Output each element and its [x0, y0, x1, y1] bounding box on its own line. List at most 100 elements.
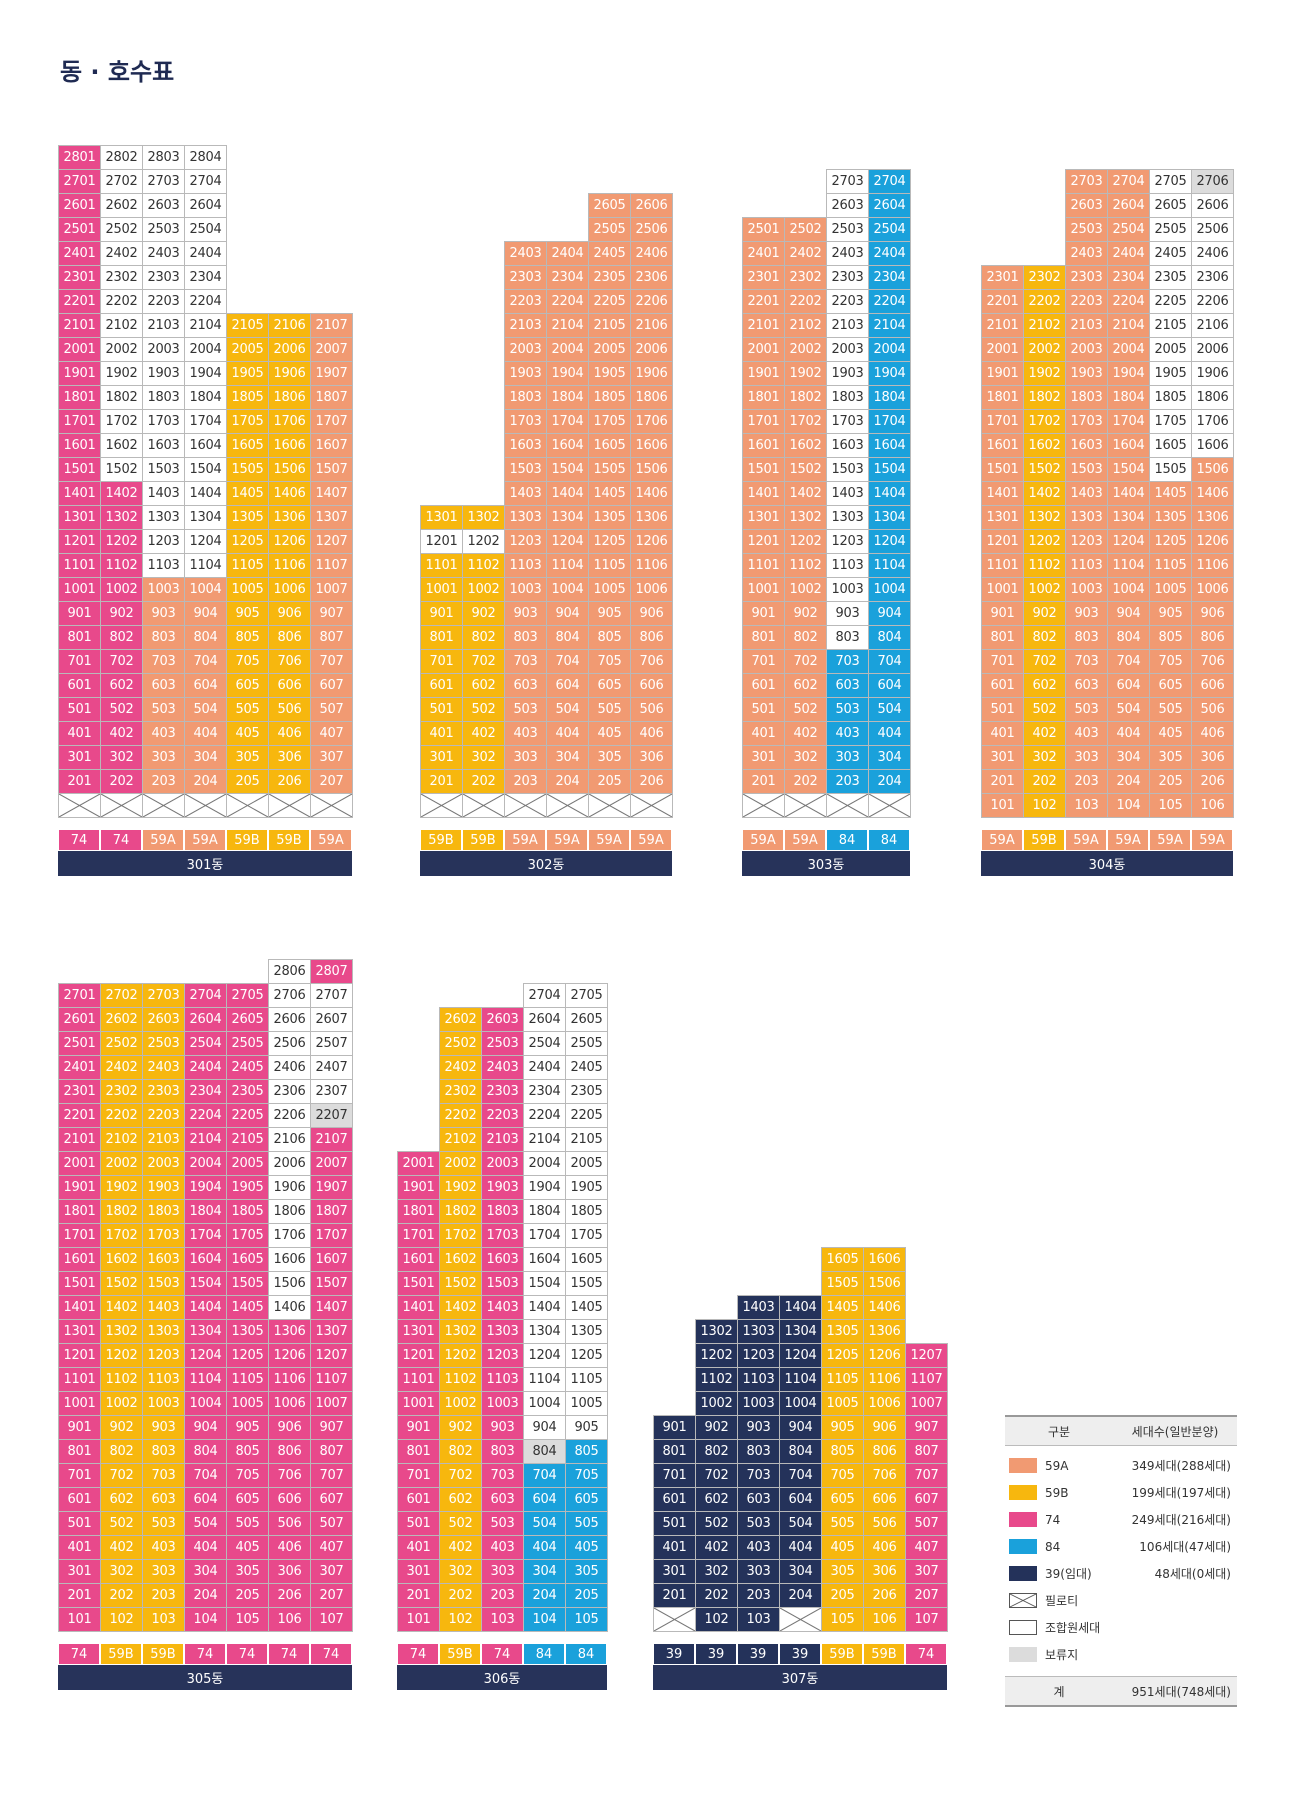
unit-cell: 405	[588, 721, 631, 746]
unit-cell: 2104	[184, 313, 227, 338]
unit-cell: 1901	[981, 361, 1024, 386]
unit-cell: 1802	[1023, 385, 1066, 410]
unit-cell: 1904	[1107, 361, 1150, 386]
unit-cell: 2103	[504, 313, 547, 338]
unit-cell: 2605	[226, 1007, 269, 1032]
unit-cell: 2601	[58, 193, 101, 218]
unit-cell: 2004	[868, 337, 911, 362]
unit-cell: 207	[310, 769, 353, 794]
unit-cell: 1804	[868, 385, 911, 410]
unit-cell: 1207	[310, 529, 353, 554]
legend-row: 조합원세대	[1005, 1614, 1237, 1641]
unit-cell: 1801	[742, 385, 785, 410]
unit-cell: 506	[268, 1511, 311, 1536]
unit-cell: 503	[826, 697, 869, 722]
unit-cell: 1804	[1107, 385, 1150, 410]
unit-cell: 1103	[142, 553, 185, 578]
unit-cell: 207	[310, 1583, 353, 1608]
unit-cell: 2007	[310, 1151, 353, 1176]
legend-row: 보류지	[1005, 1641, 1237, 1668]
unit-cell: 1105	[226, 1367, 269, 1392]
unit-cell: 1101	[742, 553, 785, 578]
unit-cell: 201	[58, 769, 101, 794]
unit-cell: 301	[981, 745, 1024, 770]
unit-cell: 602	[100, 1487, 143, 1512]
unit-cell: 2702	[100, 169, 143, 194]
legend-type: 39(임대)	[1005, 1565, 1113, 1582]
unit-cell: 1602	[439, 1247, 482, 1272]
unit-cell: 1306	[268, 505, 311, 530]
unit-cell: 2401	[742, 241, 785, 266]
unit-cell: 2505	[226, 1031, 269, 1056]
unit-cell: 404	[184, 1535, 227, 1560]
unit-cell: 905	[226, 1415, 269, 1440]
unit-cell: 2406	[630, 241, 673, 266]
unit-cell: 1805	[565, 1199, 608, 1224]
unit-cell: 2004	[184, 337, 227, 362]
unit-cell: 801	[420, 625, 463, 650]
unit-cell: 502	[1023, 697, 1066, 722]
unit-cell: 501	[653, 1511, 696, 1536]
unit-cell: 1207	[310, 1343, 353, 1368]
unit-cell: 2304	[184, 1079, 227, 1104]
legend-swatch	[1009, 1620, 1037, 1635]
unit-cell: 304	[779, 1559, 822, 1584]
unit-cell: 2103	[142, 1127, 185, 1152]
unit-cell: 303	[504, 745, 547, 770]
unit-cell: 802	[695, 1439, 738, 1464]
unit-cell: 2704	[868, 169, 911, 194]
unit-cell: 701	[981, 649, 1024, 674]
unit-cell: 607	[310, 1487, 353, 1512]
unit-cell: 603	[142, 1487, 185, 1512]
unit-cell: 1401	[58, 1295, 101, 1320]
unit-cell: 2002	[784, 337, 827, 362]
unit-cell: 1801	[397, 1199, 440, 1224]
unit-cell: 2704	[184, 169, 227, 194]
unit-cell: 2303	[826, 265, 869, 290]
unit-cell: 701	[653, 1463, 696, 1488]
unit-cell: 2005	[588, 337, 631, 362]
unit-cell: 1603	[504, 433, 547, 458]
legend-label: 보류지	[1045, 1648, 1079, 1662]
unit-cell: 302	[100, 745, 143, 770]
unit-cell: 1103	[504, 553, 547, 578]
unit-type-label: 84	[826, 829, 868, 851]
unit-cell: 2502	[100, 1031, 143, 1056]
unit-cell: 505	[821, 1511, 864, 1536]
unit-cell: 1704	[868, 409, 911, 434]
unit-cell: 1204	[184, 1343, 227, 1368]
unit-cell: 705	[226, 1463, 269, 1488]
unit-cell: 203	[504, 769, 547, 794]
unit-cell: 502	[462, 697, 505, 722]
unit-cell: 1505	[226, 1271, 269, 1296]
unit-cell: 703	[142, 649, 185, 674]
unit-cell: 204	[546, 769, 589, 794]
unit-cell: 1201	[742, 529, 785, 554]
unit-cell: 1302	[100, 505, 143, 530]
unit-cell: 304	[1107, 745, 1150, 770]
unit-cell: 801	[58, 625, 101, 650]
unit-cell: 1004	[1107, 577, 1150, 602]
unit-cell: 507	[310, 697, 353, 722]
unit-cell: 305	[1149, 745, 1192, 770]
unit-cell: 1101	[58, 553, 101, 578]
unit-cell: 2004	[523, 1151, 566, 1176]
unit-cell: 702	[784, 649, 827, 674]
unit-cell: 306	[863, 1559, 906, 1584]
unit-cell: 2603	[826, 193, 869, 218]
unit-cell: 902	[100, 601, 143, 626]
unit-cell: 301	[58, 745, 101, 770]
unit-cell: 1501	[58, 1271, 101, 1296]
unit-cell: 1406	[1191, 481, 1234, 506]
unit-cell: 1006	[630, 577, 673, 602]
unit-cell: 604	[779, 1487, 822, 1512]
unit-cell: 2803	[142, 145, 185, 170]
unit-cell: 404	[779, 1535, 822, 1560]
unit-cell: 2006	[268, 1151, 311, 1176]
unit-cell: 2701	[58, 169, 101, 194]
unit-cell: 2502	[784, 217, 827, 242]
unit-cell: 901	[58, 601, 101, 626]
unit-cell: 706	[268, 649, 311, 674]
unit-cell: 2305	[226, 1079, 269, 1104]
